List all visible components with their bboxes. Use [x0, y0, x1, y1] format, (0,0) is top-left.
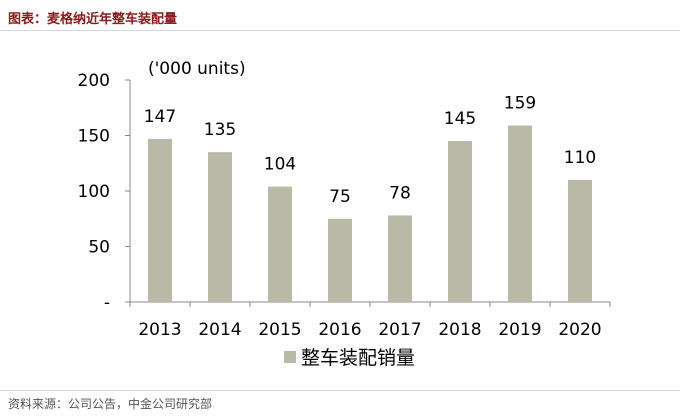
unit-label: ('000 units) [148, 59, 246, 79]
figure-title: 图表：麦格纳近年整车装配量 [8, 12, 178, 27]
x-axis-ticks: 2013 2014 2015 2016 2017 2018 2019 2020 [129, 302, 611, 340]
bar [388, 215, 412, 302]
bars [148, 125, 592, 302]
bar [268, 186, 292, 302]
y-tick-label: 50 [88, 238, 110, 258]
bar [568, 179, 592, 302]
x-tick-label: 2014 [198, 320, 241, 340]
y-tick-label: 100 [78, 182, 110, 202]
legend: 整车装配销量 [284, 347, 415, 369]
data-label: 147 [144, 107, 176, 127]
data-label: 78 [389, 183, 411, 203]
bar [448, 141, 472, 302]
source-note: 资料来源：公司公告，中金公司研究部 [8, 397, 213, 411]
y-tick-label: - [104, 293, 110, 313]
data-label: 110 [564, 148, 596, 168]
x-tick-label: 2019 [498, 320, 541, 340]
data-label: 145 [444, 109, 476, 129]
x-tick-label: 2015 [258, 320, 301, 340]
bar [208, 152, 232, 302]
data-label: 104 [264, 155, 296, 175]
y-axis-ticks: - 50 100 150 200 [78, 71, 130, 313]
bar [148, 138, 172, 302]
data-labels: 147 135 104 75 78 145 159 110 [144, 94, 596, 207]
y-tick-label: 200 [78, 71, 110, 91]
bottom-divider [0, 390, 680, 391]
legend-swatch [284, 351, 296, 363]
data-label: 159 [504, 94, 536, 114]
data-label: 75 [329, 187, 351, 207]
x-tick-label: 2013 [138, 320, 181, 340]
bar [328, 218, 352, 302]
data-label: 135 [204, 120, 236, 140]
legend-label: 整车装配销量 [301, 347, 415, 369]
x-tick-label: 2018 [438, 320, 481, 340]
x-tick-label: 2017 [378, 320, 421, 340]
y-tick-label: 150 [78, 127, 110, 147]
x-tick-label: 2016 [318, 320, 361, 340]
bar [508, 125, 532, 302]
top-divider [0, 30, 680, 31]
x-tick-label: 2020 [558, 320, 601, 340]
